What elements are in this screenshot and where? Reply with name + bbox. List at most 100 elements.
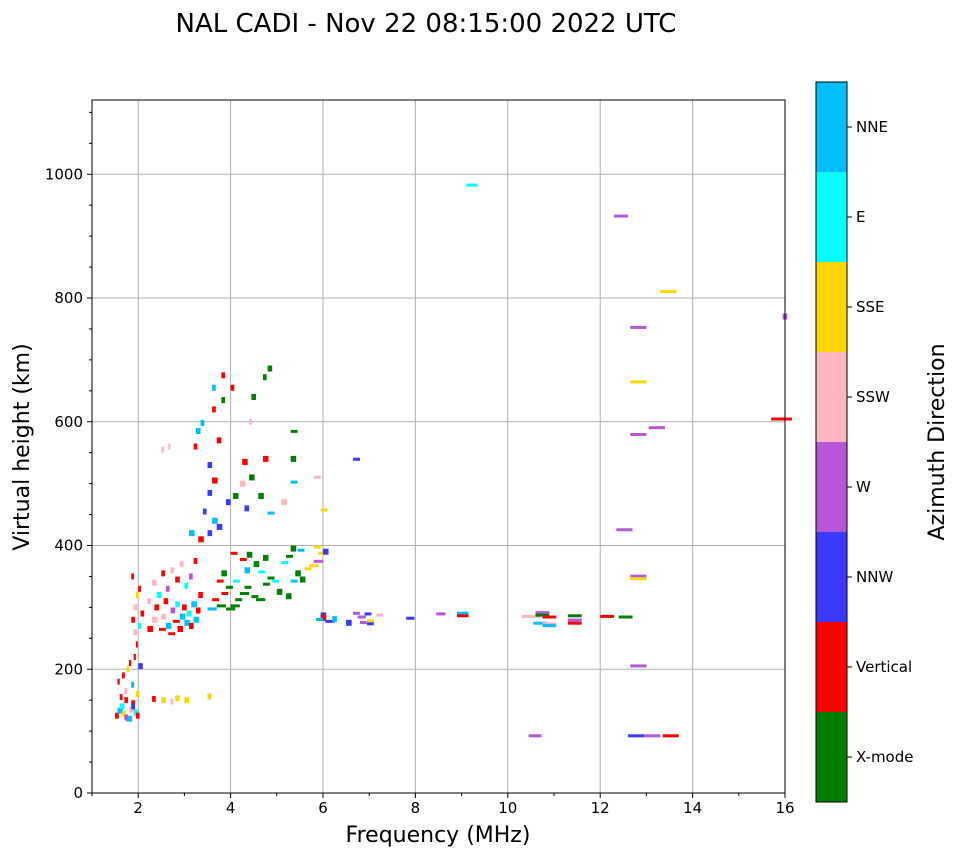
colorbar-label-nne: NNE (856, 118, 888, 136)
data-point (138, 663, 143, 670)
x-tick-label: 12 (591, 799, 610, 817)
data-point (630, 577, 647, 581)
data-point (168, 443, 171, 450)
data-point (175, 601, 180, 608)
data-point (251, 394, 257, 400)
colorbar-label-sse: SSE (856, 298, 885, 316)
data-point (131, 616, 135, 623)
data-point (320, 508, 328, 512)
data-point (660, 290, 677, 294)
data-point (325, 619, 335, 623)
data-point (281, 561, 289, 565)
data-point (152, 695, 156, 702)
data-point (119, 703, 125, 710)
data-point (131, 703, 135, 710)
data-point (124, 697, 129, 704)
data-point (630, 664, 647, 668)
colorbar-frame (815, 81, 848, 803)
data-point (627, 734, 645, 738)
data-point (232, 579, 240, 583)
data-point (256, 598, 266, 602)
data-point (135, 691, 140, 697)
data-point (212, 517, 218, 524)
data-point (172, 619, 180, 623)
x-tick-label: 8 (411, 799, 421, 817)
colorbar-segment (816, 442, 847, 532)
data-point (225, 499, 231, 506)
data-point (290, 429, 298, 433)
data-point (249, 418, 252, 425)
data-point (200, 419, 205, 426)
data-point (262, 554, 269, 561)
data-point (133, 709, 139, 716)
data-point (212, 477, 218, 484)
y-tick-label: 600 (54, 413, 83, 431)
data-point (309, 564, 319, 568)
colorbar-segment (816, 622, 847, 712)
data-point (165, 585, 170, 592)
data-point (542, 615, 557, 619)
x-tick-label: 6 (318, 799, 328, 817)
data-point (456, 614, 469, 618)
data-point (533, 621, 548, 625)
data-point (276, 588, 283, 595)
data-point (290, 480, 298, 484)
data-point (179, 561, 184, 568)
data-point (131, 700, 135, 707)
data-point (122, 710, 126, 717)
data-point (165, 622, 172, 629)
data-point (246, 551, 253, 558)
data-point (267, 365, 273, 372)
data-point (207, 607, 217, 611)
data-point (189, 573, 193, 580)
data-point (131, 573, 135, 580)
data-point (225, 607, 236, 611)
data-point (170, 607, 176, 614)
data-point (376, 613, 384, 617)
colorbar-label-ssw: SSW (856, 388, 890, 406)
data-point (251, 595, 259, 599)
x-tick-label: 4 (226, 799, 236, 817)
colorbar-label: Azimuth Direction (925, 343, 950, 540)
data-point (366, 619, 374, 623)
data-point (244, 585, 252, 589)
data-point (133, 653, 136, 660)
data-point (161, 697, 166, 704)
data-point (618, 615, 633, 619)
data-point (168, 632, 176, 636)
data-point (616, 528, 633, 532)
data-point (189, 530, 195, 537)
colorbar-label-w: W (856, 478, 871, 496)
data-point (614, 214, 628, 218)
data-point (216, 523, 223, 530)
data-point (207, 489, 213, 496)
x-tick-label: 2 (133, 799, 143, 817)
data-point (117, 707, 123, 714)
data-point (286, 593, 292, 600)
data-point (177, 626, 184, 633)
data-point (244, 567, 251, 574)
data-point (135, 641, 138, 648)
data-point (163, 598, 169, 605)
data-point (221, 570, 227, 577)
data-point (290, 545, 297, 552)
data-point (346, 619, 352, 626)
data-point (191, 601, 197, 608)
data-point (258, 493, 264, 499)
data-point (521, 614, 541, 618)
data-point (353, 457, 360, 461)
y-tick-label: 400 (54, 537, 83, 555)
data-point (318, 551, 326, 555)
data-point (158, 627, 166, 631)
colorbar-segment (816, 712, 847, 802)
data-point (182, 604, 187, 611)
data-point (221, 397, 226, 404)
data-point (262, 455, 269, 462)
data-point (230, 384, 235, 391)
colorbar: X-mode Vertical NNW W SSW SSE E NNE (815, 81, 913, 803)
colorbar-label-e: E (856, 208, 865, 226)
data-point (230, 604, 240, 608)
colorbar-label-vertical: Vertical (856, 658, 912, 676)
data-point (332, 616, 337, 623)
data-point (189, 622, 194, 629)
